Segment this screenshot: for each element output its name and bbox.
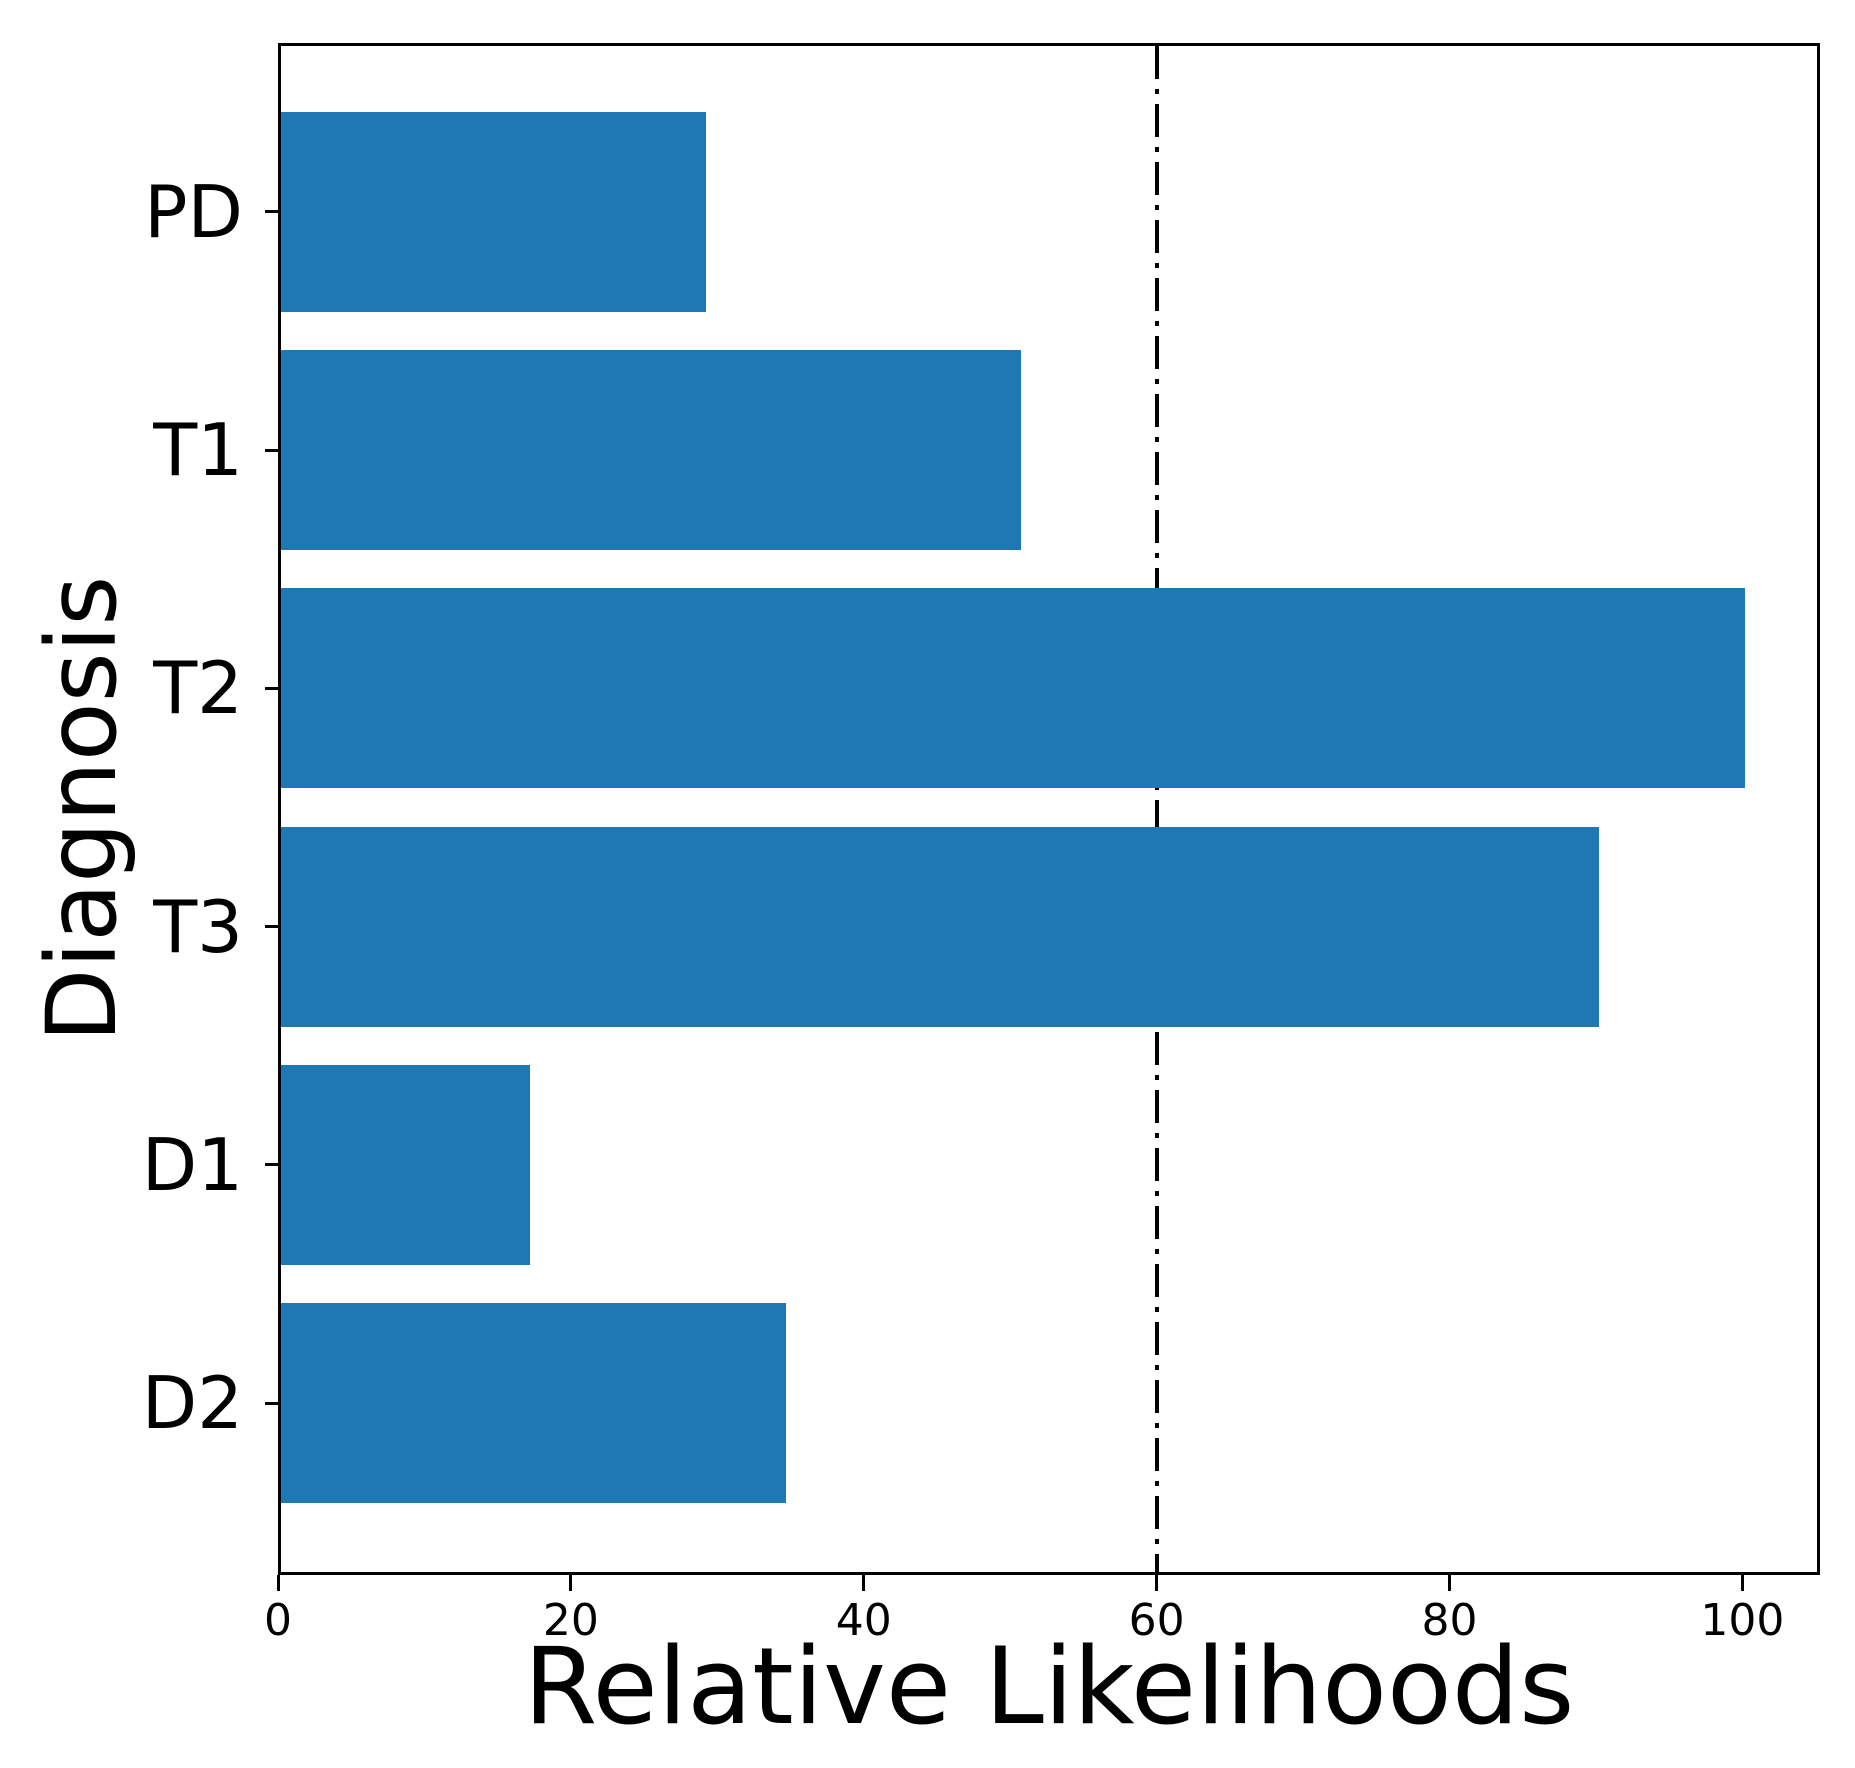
x-tick-label-20: 20 bbox=[542, 1595, 599, 1646]
x-tick-40 bbox=[862, 1575, 866, 1591]
y-tick-label-d1: D1 bbox=[141, 1122, 243, 1207]
y-tick-label-t2: T2 bbox=[153, 646, 243, 731]
y-axis-title: Diagnosis bbox=[26, 575, 138, 1043]
x-tick-0 bbox=[276, 1575, 280, 1591]
y-tick-t3 bbox=[265, 925, 278, 929]
x-tick-80 bbox=[1448, 1575, 1451, 1591]
y-tick-t2 bbox=[265, 686, 278, 690]
y-tick-label-t3: T3 bbox=[153, 884, 243, 969]
plot-area bbox=[278, 43, 1820, 1575]
y-tick-pd bbox=[265, 210, 278, 214]
bar-t3 bbox=[281, 826, 1599, 1027]
y-tick-t1 bbox=[265, 448, 278, 452]
x-tick-label-100: 100 bbox=[1700, 1595, 1785, 1646]
y-tick-label-d2: D2 bbox=[141, 1361, 243, 1446]
bar-d2 bbox=[281, 1303, 787, 1504]
x-axis-title: Relative Likelihoods bbox=[523, 1625, 1575, 1748]
x-tick-label-40: 40 bbox=[835, 1595, 892, 1646]
y-tick-label-t1: T1 bbox=[153, 408, 243, 492]
y-tick-d1 bbox=[265, 1163, 278, 1167]
bar-t1 bbox=[281, 350, 1021, 550]
x-tick-label-80: 80 bbox=[1421, 1595, 1478, 1646]
x-tick-label-60: 60 bbox=[1128, 1595, 1185, 1646]
x-tick-label-0: 0 bbox=[264, 1595, 292, 1646]
reference-line-60 bbox=[1154, 46, 1159, 1572]
bar-d1 bbox=[281, 1064, 530, 1265]
y-tick-d2 bbox=[265, 1401, 278, 1405]
x-tick-60 bbox=[1155, 1575, 1159, 1591]
y-tick-label-pd: PD bbox=[144, 169, 243, 254]
x-tick-20 bbox=[569, 1575, 573, 1591]
bar-pd bbox=[281, 111, 706, 312]
x-tick-100 bbox=[1740, 1575, 1744, 1591]
bar-t2 bbox=[281, 588, 1746, 789]
